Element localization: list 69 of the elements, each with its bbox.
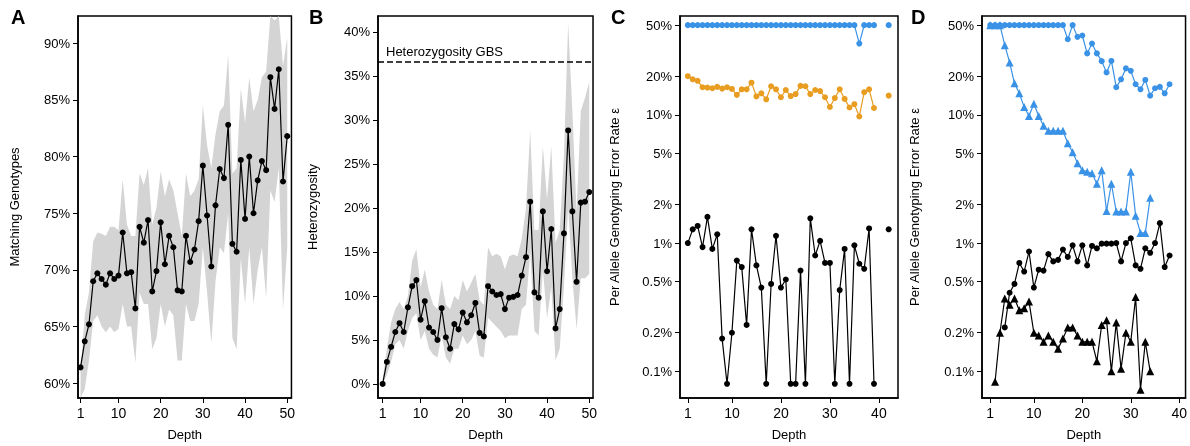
y-tick-label: 5% bbox=[653, 145, 673, 161]
y-tick-label: 25% bbox=[343, 156, 371, 172]
y-tick-label: 35% bbox=[343, 68, 371, 84]
x-axis-title: Depth bbox=[771, 427, 807, 442]
y-tick-label: 75% bbox=[43, 205, 71, 221]
x-tick-label: 10 bbox=[1026, 405, 1042, 421]
y-tick-label: 2% bbox=[653, 196, 673, 212]
y-tick-label: 2% bbox=[955, 196, 975, 212]
y-tick-label: 20% bbox=[343, 200, 371, 216]
x-tick-label: 20 bbox=[1074, 405, 1091, 421]
x-tick-label: 10 bbox=[110, 405, 127, 421]
x-tick-label: 1 bbox=[378, 405, 387, 421]
x-tick-label: 30 bbox=[497, 405, 513, 421]
y-tick-label: 85% bbox=[43, 92, 71, 108]
y-tick-label: 5% bbox=[955, 145, 975, 161]
x-axis-title: Depth bbox=[1066, 427, 1102, 442]
y-tick-label: 20% bbox=[947, 68, 975, 84]
x-tick-label: 10 bbox=[412, 405, 429, 421]
y-tick-label: 50% bbox=[645, 17, 673, 33]
x-axis-title: Depth bbox=[167, 427, 203, 442]
y-tick-label: 1% bbox=[653, 235, 673, 251]
y-tick-label: 0.5% bbox=[642, 274, 673, 290]
y-tick-label: 50% bbox=[947, 17, 975, 33]
y-tick-label: 0.1% bbox=[642, 363, 673, 379]
ref-line-label: Heterozygosity GBS bbox=[386, 43, 504, 59]
x-axis-title: Depth bbox=[468, 427, 503, 442]
y-tick-label: 5% bbox=[351, 332, 371, 348]
x-tick-label: 30 bbox=[822, 405, 838, 421]
y-tick-label: 20% bbox=[645, 68, 673, 84]
y-tick-label: 10% bbox=[645, 107, 673, 123]
chart-title: A bbox=[11, 6, 26, 28]
y-tick-label: 60% bbox=[43, 375, 71, 391]
x-tick-label: 30 bbox=[1122, 405, 1139, 421]
y-tick-label: 0.2% bbox=[944, 325, 975, 341]
x-tick-label: 50 bbox=[279, 405, 296, 421]
x-tick-label: 40 bbox=[539, 405, 556, 421]
y-tick-label: 30% bbox=[343, 112, 371, 128]
x-tick-label: 20 bbox=[152, 405, 169, 421]
chart-title: B bbox=[309, 6, 324, 28]
y-axis-title: Per Allele Genotyping Error Rate ε bbox=[607, 107, 622, 307]
y-tick-label: 10% bbox=[343, 288, 371, 304]
x-tick-label: 20 bbox=[773, 405, 789, 421]
y-axis-title: Matching Genotypes bbox=[7, 146, 22, 267]
y-axis-title: Heterozygosity bbox=[305, 163, 320, 250]
y-axis-title: Per Allele Genotyping Error Rate ε bbox=[907, 107, 922, 307]
y-tick-label: 15% bbox=[343, 244, 371, 260]
x-tick-label: 50 bbox=[581, 405, 598, 421]
y-tick-label: 65% bbox=[43, 319, 71, 335]
y-tick-label: 80% bbox=[43, 149, 71, 165]
x-tick-label: 40 bbox=[237, 405, 254, 421]
x-tick-label: 1 bbox=[986, 405, 995, 421]
y-tick-label: 1% bbox=[955, 235, 975, 251]
y-tick-label: 70% bbox=[43, 262, 71, 278]
y-tick-label: 0.2% bbox=[642, 325, 673, 341]
x-tick-label: 40 bbox=[1171, 405, 1188, 421]
y-tick-label: 90% bbox=[43, 35, 71, 51]
x-tick-label: 1 bbox=[76, 405, 85, 421]
y-tick-label: 0% bbox=[351, 376, 371, 392]
x-tick-label: 1 bbox=[683, 405, 692, 421]
x-tick-label: 10 bbox=[724, 405, 740, 421]
x-tick-label: 30 bbox=[195, 405, 211, 421]
chart-title: C bbox=[611, 6, 626, 28]
x-tick-label: 20 bbox=[454, 405, 471, 421]
y-tick-label: 0.5% bbox=[944, 274, 975, 290]
y-tick-label: 0.1% bbox=[944, 363, 975, 379]
y-tick-label: 10% bbox=[947, 107, 975, 123]
chart-title: D bbox=[911, 6, 926, 28]
y-tick-label: 40% bbox=[343, 24, 371, 40]
x-tick-label: 40 bbox=[871, 405, 887, 421]
